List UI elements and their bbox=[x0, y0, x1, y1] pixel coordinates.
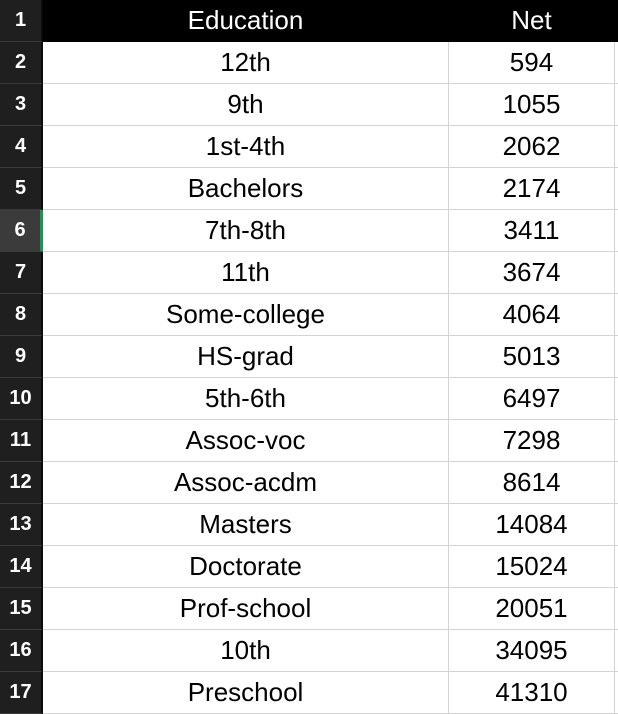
row-header[interactable]: 2 bbox=[0, 42, 43, 84]
net-cell[interactable]: 15024 bbox=[449, 546, 615, 588]
row-header[interactable]: 8 bbox=[0, 294, 43, 336]
net-cell[interactable]: 8614 bbox=[449, 462, 615, 504]
education-cell[interactable]: Masters bbox=[43, 504, 449, 546]
education-cell[interactable]: 10th bbox=[43, 630, 449, 672]
education-cell[interactable]: HS-grad bbox=[43, 336, 449, 378]
net-cell[interactable]: 4064 bbox=[449, 294, 615, 336]
education-cell[interactable]: 9th bbox=[43, 84, 449, 126]
next-column-cell[interactable] bbox=[615, 630, 618, 672]
education-cell[interactable]: 7th-8th bbox=[43, 210, 449, 252]
education-cell[interactable]: Doctorate bbox=[43, 546, 449, 588]
row-header[interactable]: 12 bbox=[0, 462, 43, 504]
table-row: 9 HS-grad 5013 bbox=[0, 336, 618, 378]
column-header-education[interactable]: Education bbox=[43, 0, 449, 42]
table-row: 13 Masters 14084 bbox=[0, 504, 618, 546]
row-header-1[interactable]: 1 bbox=[0, 0, 43, 42]
next-column-cell[interactable] bbox=[615, 168, 618, 210]
table-row: 15 Prof-school 20051 bbox=[0, 588, 618, 630]
education-cell[interactable]: Prof-school bbox=[43, 588, 449, 630]
net-cell[interactable]: 6497 bbox=[449, 378, 615, 420]
next-column-cell[interactable] bbox=[615, 126, 618, 168]
net-cell[interactable]: 2062 bbox=[449, 126, 615, 168]
table-row: 16 10th 34095 bbox=[0, 630, 618, 672]
row-header[interactable]: 15 bbox=[0, 588, 43, 630]
row-header[interactable]: 17 bbox=[0, 672, 43, 714]
education-cell[interactable]: Bachelors bbox=[43, 168, 449, 210]
table-row: 5 Bachelors 2174 bbox=[0, 168, 618, 210]
next-column-cell[interactable] bbox=[615, 504, 618, 546]
net-cell[interactable]: 3411 bbox=[449, 210, 615, 252]
net-cell[interactable]: 34095 bbox=[449, 630, 615, 672]
row-header[interactable]: 16 bbox=[0, 630, 43, 672]
table-row: 6 7th-8th 3411 bbox=[0, 210, 618, 252]
net-cell[interactable]: 1055 bbox=[449, 84, 615, 126]
next-column-cell[interactable] bbox=[615, 546, 618, 588]
net-cell[interactable]: 7298 bbox=[449, 420, 615, 462]
row-header[interactable]: 7 bbox=[0, 252, 43, 294]
row-header[interactable]: 11 bbox=[0, 420, 43, 462]
row-header[interactable]: 13 bbox=[0, 504, 43, 546]
education-cell[interactable]: 11th bbox=[43, 252, 449, 294]
net-cell[interactable]: 594 bbox=[449, 42, 615, 84]
next-column-cell[interactable] bbox=[615, 294, 618, 336]
table-row: 17 Preschool 41310 bbox=[0, 672, 618, 714]
next-column-cell[interactable] bbox=[615, 462, 618, 504]
net-cell[interactable]: 41310 bbox=[449, 672, 615, 714]
row-header[interactable]: 10 bbox=[0, 378, 43, 420]
next-column-cell[interactable] bbox=[615, 336, 618, 378]
header-row: 1 Education Net bbox=[0, 0, 618, 42]
table-row: 2 12th 594 bbox=[0, 42, 618, 84]
table-row: 12 Assoc-acdm 8614 bbox=[0, 462, 618, 504]
net-cell[interactable]: 3674 bbox=[449, 252, 615, 294]
table-row: 7 11th 3674 bbox=[0, 252, 618, 294]
net-cell[interactable]: 14084 bbox=[449, 504, 615, 546]
next-column-cell[interactable] bbox=[615, 210, 618, 252]
education-cell[interactable]: Assoc-voc bbox=[43, 420, 449, 462]
education-cell[interactable]: Assoc-acdm bbox=[43, 462, 449, 504]
table-row: 10 5th-6th 6497 bbox=[0, 378, 618, 420]
education-cell[interactable]: 1st-4th bbox=[43, 126, 449, 168]
net-cell[interactable]: 20051 bbox=[449, 588, 615, 630]
next-column-cell[interactable] bbox=[615, 252, 618, 294]
table-row: 8 Some-college 4064 bbox=[0, 294, 618, 336]
next-column-cell[interactable] bbox=[615, 378, 618, 420]
column-header-net[interactable]: Net bbox=[449, 0, 615, 42]
table-row: 3 9th 1055 bbox=[0, 84, 618, 126]
education-cell[interactable]: Some-college bbox=[43, 294, 449, 336]
education-cell[interactable]: Preschool bbox=[43, 672, 449, 714]
net-cell[interactable]: 5013 bbox=[449, 336, 615, 378]
next-column-cell[interactable] bbox=[615, 420, 618, 462]
education-cell[interactable]: 12th bbox=[43, 42, 449, 84]
row-header[interactable]: 5 bbox=[0, 168, 43, 210]
net-cell[interactable]: 2174 bbox=[449, 168, 615, 210]
education-cell[interactable]: 5th-6th bbox=[43, 378, 449, 420]
row-header[interactable]: 14 bbox=[0, 546, 43, 588]
row-header[interactable]: 4 bbox=[0, 126, 43, 168]
row-header[interactable]: 3 bbox=[0, 84, 43, 126]
next-column-cell[interactable] bbox=[615, 588, 618, 630]
row-header[interactable]: 9 bbox=[0, 336, 43, 378]
row-header[interactable]: 6 bbox=[0, 210, 43, 252]
table-row: 4 1st-4th 2062 bbox=[0, 126, 618, 168]
next-column-cell[interactable] bbox=[615, 42, 618, 84]
table-row: 11 Assoc-voc 7298 bbox=[0, 420, 618, 462]
next-column-cell[interactable] bbox=[615, 84, 618, 126]
table-row: 14 Doctorate 15024 bbox=[0, 546, 618, 588]
